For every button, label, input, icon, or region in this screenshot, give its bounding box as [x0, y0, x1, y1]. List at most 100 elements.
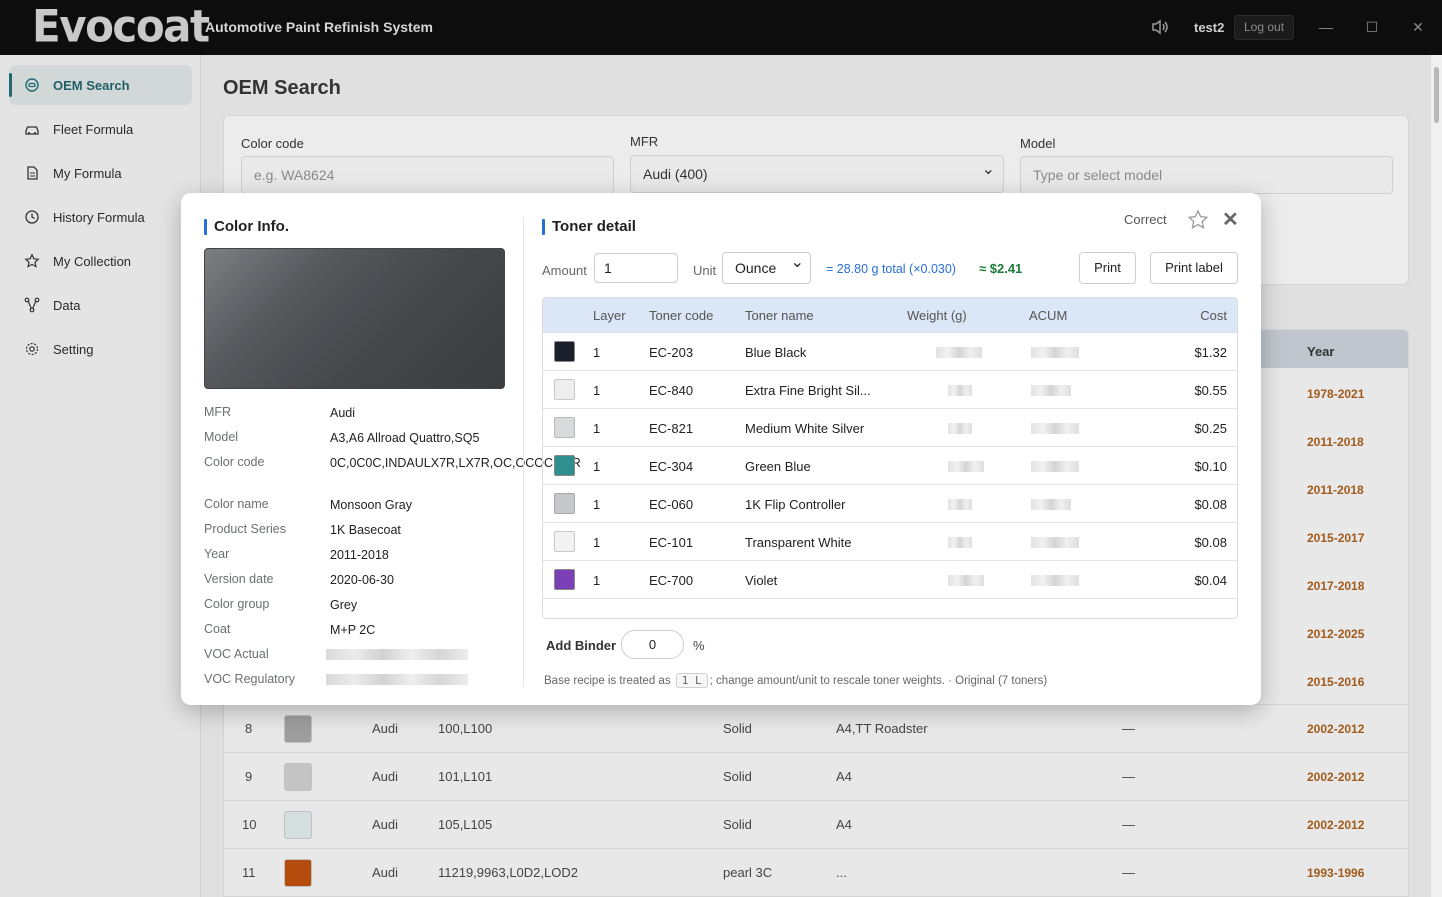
favorite-star-icon[interactable] [1186, 208, 1210, 232]
sidebar-item-setting[interactable]: Setting [9, 329, 192, 369]
toner-row[interactable]: 1 EC-840 Extra Fine Bright Sil... $0.55 [543, 370, 1237, 408]
toner-name: Transparent White [745, 535, 852, 550]
weight-redacted [948, 385, 972, 396]
toner-row[interactable]: 1 EC-060 1K Flip Controller $0.08 [543, 484, 1237, 522]
row-model: A4 [836, 769, 852, 784]
weight-redacted [948, 423, 972, 434]
row-number: 8 [245, 721, 253, 736]
weight-redacted [948, 575, 984, 586]
network-icon [24, 297, 40, 313]
sidebar-item-label: Fleet Formula [53, 121, 134, 137]
color-preview [204, 248, 505, 389]
print-label-button[interactable]: Print label [1150, 252, 1238, 284]
toner-layer: 1 [593, 345, 601, 360]
sidebar-item-oem-search[interactable]: OEM Search [9, 65, 192, 105]
info-value: A3,A6 Allroad Quattro,SQ5 [330, 431, 480, 445]
toner-name: Blue Black [745, 345, 807, 360]
row-year: 2002-2012 [1307, 770, 1365, 784]
acum-redacted [1031, 385, 1071, 396]
year-cell: 2017-2018 [1307, 579, 1365, 593]
color-code-input[interactable]: e.g. WA8624 [241, 156, 614, 194]
sidebar-item-data[interactable]: Data [9, 285, 192, 325]
toner-layer: 1 [593, 535, 601, 550]
toner-code: EC-821 [649, 421, 694, 436]
amount-label: Amount [542, 263, 587, 278]
year-cell: 2011-2018 [1307, 435, 1364, 449]
row-code: 11219,9963,L0D2,LOD2 [438, 865, 578, 880]
toner-swatch [554, 493, 575, 514]
close-modal-icon[interactable]: ✕ [1222, 209, 1239, 231]
info-value: 1K Basecoat [330, 523, 401, 537]
toner-cost: $0.10 [1194, 459, 1227, 474]
model-input[interactable]: Type or select model [1020, 156, 1393, 194]
close-window-icon[interactable]: ✕ [1412, 19, 1424, 35]
row-extra: — [1122, 817, 1135, 832]
toner-table-footer [543, 598, 1237, 618]
row-code: 100,L100 [438, 721, 493, 736]
logout-button[interactable]: Log out [1234, 15, 1295, 40]
binder-input[interactable]: 0 [621, 630, 684, 659]
info-key: VOC Actual [204, 647, 269, 661]
table-row[interactable]: 11 Audi 11219,9963,L0D2,LOD2 pearl 3C ..… [224, 848, 1408, 896]
table-row[interactable]: 10 Audi 105,L105 Solid A4 — 2002-2012 [224, 800, 1408, 848]
row-type: Solid [723, 721, 752, 736]
toner-cost: $0.55 [1194, 383, 1227, 398]
toner-row[interactable]: 1 EC-700 Violet $0.04 [543, 560, 1237, 598]
unit-select[interactable]: Ounce [722, 248, 811, 284]
row-extra: — [1122, 721, 1135, 736]
binder-unit: % [693, 638, 705, 653]
print-button[interactable]: Print [1079, 252, 1136, 284]
maximize-icon[interactable]: ☐ [1365, 19, 1379, 35]
car-front-icon [25, 78, 39, 92]
weight-redacted [936, 347, 982, 358]
info-value: 0C,0C0C,INDAULX7R,LX7R,OC,OCOC,X7R [330, 456, 581, 470]
star-icon [24, 253, 40, 268]
row-year: 2002-2012 [1307, 722, 1365, 736]
toner-cost: $0.25 [1194, 421, 1227, 436]
info-key: Model [204, 430, 239, 444]
acum-redacted [1031, 575, 1079, 586]
toner-row[interactable]: 1 EC-203 Blue Black $1.32 [543, 332, 1237, 370]
sidebar-item-my-collection[interactable]: My Collection [9, 241, 192, 281]
year-cell: 2011-2018 [1307, 483, 1364, 497]
speaker-icon[interactable] [1150, 17, 1170, 37]
toner-row[interactable]: 1 EC-101 Transparent White $0.08 [543, 522, 1237, 560]
toner-detail-title: Toner detail [542, 218, 636, 235]
info-key: Year [204, 547, 230, 561]
row-code: 105,L105 [438, 817, 493, 832]
color-swatch [284, 763, 312, 791]
row-extra: — [1122, 769, 1135, 784]
col-weight: Weight (g) [907, 308, 967, 323]
mfr-label: MFR [630, 134, 659, 149]
color-detail-modal: Color Info. MFR Audi Model A3,A6 Allroad… [181, 193, 1261, 705]
total-weight: = 28.80 g total (×0.030) [826, 262, 956, 276]
toner-row[interactable]: 1 EC-304 Green Blue $0.10 [543, 446, 1237, 484]
sidebar-item-label: History Formula [53, 209, 145, 225]
voc-regulatory-redacted [326, 674, 468, 685]
table-row[interactable]: 9 Audi 101,L101 Solid A4 — 2002-2012 [224, 752, 1408, 800]
sidebar-item-fleet-formula[interactable]: Fleet Formula [9, 109, 192, 149]
toner-row[interactable]: 1 EC-821 Medium White Silver $0.25 [543, 408, 1237, 446]
toner-layer: 1 [593, 573, 601, 588]
toner-layer: 1 [593, 497, 601, 512]
note-suffix: ; change amount/unit to rescale toner we… [709, 675, 1048, 687]
base-amount-chip: 1 L [675, 673, 708, 688]
toner-name: 1K Flip Controller [745, 497, 846, 512]
toner-swatch [554, 341, 575, 362]
table-row[interactable]: 8 Audi 100,L100 Solid A4,TT Roadster — 2… [224, 704, 1408, 752]
toner-code: EC-840 [649, 383, 694, 398]
sidebar-item-history-formula[interactable]: History Formula [9, 197, 192, 237]
weight-redacted [948, 537, 972, 548]
scrollbar-thumb[interactable] [1434, 67, 1439, 123]
amount-input[interactable]: 1 [594, 253, 678, 283]
color-info-title: Color Info. [204, 218, 289, 235]
toner-name: Green Blue [745, 459, 811, 474]
mfr-select[interactable]: Audi (400) [630, 152, 1004, 193]
toner-name: Extra Fine Bright Sil... [745, 383, 871, 398]
row-mfr: Audi [372, 817, 399, 832]
correct-button[interactable]: Correct [1124, 212, 1167, 227]
minimize-icon[interactable]: — [1319, 19, 1333, 35]
toner-swatch [554, 417, 575, 438]
page-scrollbar[interactable] [1431, 55, 1442, 897]
sidebar-item-my-formula[interactable]: My Formula [9, 153, 192, 193]
